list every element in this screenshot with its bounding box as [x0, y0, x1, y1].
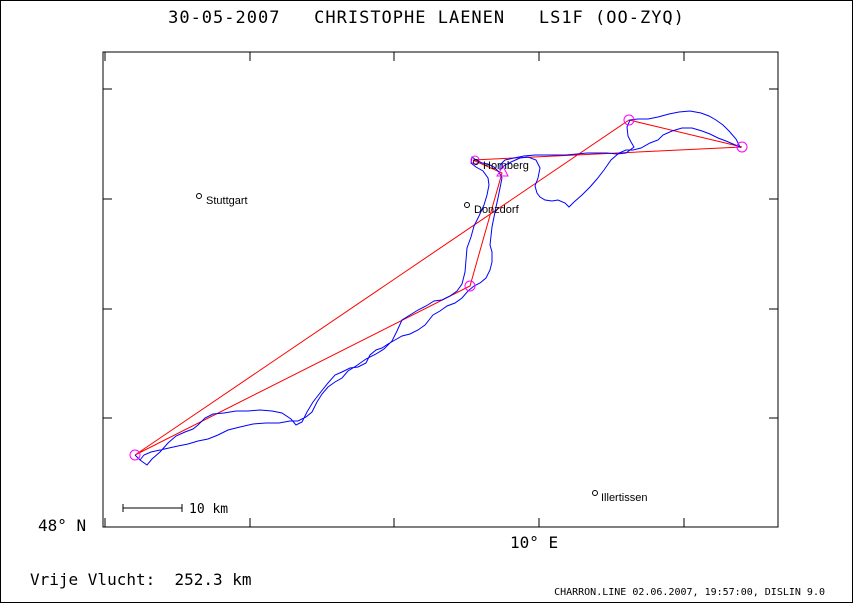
- place-dot-illertissen: [592, 490, 598, 496]
- flight-track-east: [499, 110, 742, 208]
- right-ticks: [769, 88, 778, 419]
- footer-info: CHARRON.LINE 02.06.2007, 19:57:00, DISLI…: [554, 587, 825, 598]
- flight-title: 30-05-2007 CHRISTOPHE LAENEN LS1F (OO-ZY…: [168, 8, 685, 28]
- latitude-label: 48° N: [38, 516, 86, 535]
- finish-triangle: [496, 164, 509, 177]
- place-label-hornberg: Hornberg: [483, 160, 529, 172]
- turnpoint-start: [129, 449, 141, 461]
- place-dot-donzdorf: [464, 202, 470, 208]
- turnpoint-2: [736, 141, 748, 153]
- left-ticks: [103, 88, 112, 419]
- turnpoint-1: [623, 114, 635, 126]
- distance-summary: Vrije Vlucht: 252.3 km: [30, 570, 252, 589]
- top-ticks: [104, 52, 685, 61]
- longitude-label: 10° E: [510, 533, 558, 552]
- place-label-stuttgart: Stuttgart: [206, 195, 248, 207]
- turnpoint-3: [464, 280, 476, 292]
- place-label-donzdorf: Donzdorf: [474, 204, 520, 216]
- distance-value: 252.3 km: [174, 570, 252, 589]
- scale-bar: 10 km: [122, 502, 228, 517]
- place-markers: Stuttgart Hornberg Donzdorf Illertissen: [196, 159, 647, 504]
- turnpoints: [129, 114, 748, 461]
- flight-track: [134, 156, 503, 466]
- bottom-ticks: [104, 518, 685, 527]
- task-route: [134, 119, 743, 456]
- place-label-illertissen: Illertissen: [601, 492, 647, 504]
- map-frame: [102, 51, 779, 528]
- scale-label: 10 km: [189, 502, 228, 517]
- place-dot-hornberg: [473, 159, 479, 165]
- place-dot-stuttgart: [196, 193, 202, 199]
- distance-label: Vrije Vlucht:: [30, 570, 156, 589]
